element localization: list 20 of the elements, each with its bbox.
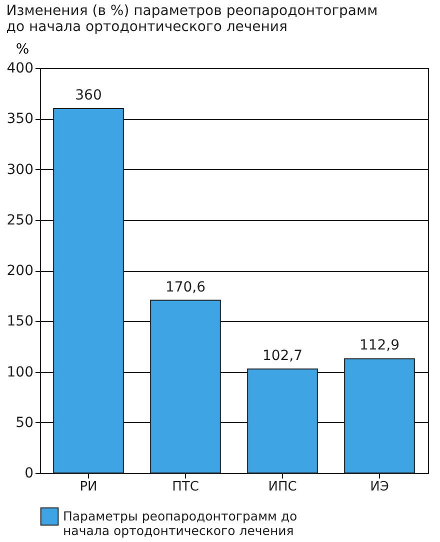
y-axis-title: % — [16, 42, 30, 58]
data-label: 102,7 — [262, 348, 303, 364]
y-tick-label: 350 — [6, 111, 34, 128]
y-tick-label: 250 — [6, 212, 34, 228]
y-tick-label: 0 — [24, 466, 34, 482]
y-tick-label: 150 — [6, 314, 34, 330]
chart-title: Изменения (в %) параметров реопародонтограмм до начала ортодонтического лечения — [6, 3, 378, 35]
y-tick-label: 100 — [6, 364, 34, 380]
legend-label: Параметры реопародонтограмм до начала ортодонтического лечения — [63, 508, 298, 538]
x-tick-label: ПТС — [172, 480, 199, 494]
data-label: 112,9 — [359, 338, 400, 354]
y-tick-label: 400 — [6, 60, 34, 76]
x-tick-label: РИ — [80, 480, 98, 494]
y-tick-label: 200 — [6, 263, 34, 279]
x-tick-label: ИЭ — [370, 480, 389, 494]
y-tick-label: 50 — [16, 414, 34, 431]
y-tick-label: 300 — [6, 162, 34, 178]
data-label: 360 — [75, 88, 102, 104]
data-label: 170,6 — [165, 279, 206, 296]
x-tick-label: ИПС — [268, 480, 297, 494]
